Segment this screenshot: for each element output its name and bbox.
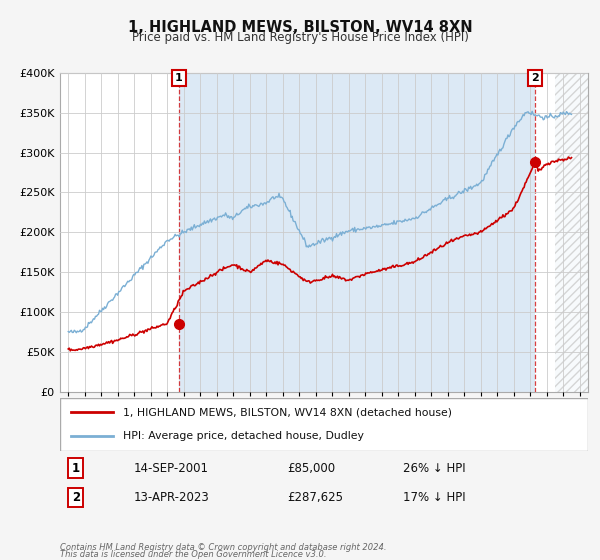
Text: HPI: Average price, detached house, Dudley: HPI: Average price, detached house, Dudl… xyxy=(124,431,364,441)
Text: 13-APR-2023: 13-APR-2023 xyxy=(134,491,209,504)
Text: 17% ↓ HPI: 17% ↓ HPI xyxy=(403,491,466,504)
Text: £287,625: £287,625 xyxy=(287,491,343,504)
Text: £85,000: £85,000 xyxy=(287,461,335,475)
FancyBboxPatch shape xyxy=(60,398,588,451)
Text: 2: 2 xyxy=(72,491,80,504)
Text: 14-SEP-2001: 14-SEP-2001 xyxy=(134,461,209,475)
Text: 1, HIGHLAND MEWS, BILSTON, WV14 8XN (detached house): 1, HIGHLAND MEWS, BILSTON, WV14 8XN (det… xyxy=(124,408,452,418)
Text: 1, HIGHLAND MEWS, BILSTON, WV14 8XN: 1, HIGHLAND MEWS, BILSTON, WV14 8XN xyxy=(128,20,472,35)
Text: 2: 2 xyxy=(531,73,539,83)
Text: This data is licensed under the Open Government Licence v3.0.: This data is licensed under the Open Gov… xyxy=(60,550,326,559)
Text: Contains HM Land Registry data © Crown copyright and database right 2024.: Contains HM Land Registry data © Crown c… xyxy=(60,543,386,552)
Text: Price paid vs. HM Land Registry's House Price Index (HPI): Price paid vs. HM Land Registry's House … xyxy=(131,31,469,44)
Text: 1: 1 xyxy=(175,73,183,83)
Bar xyxy=(179,73,535,392)
Text: 1: 1 xyxy=(72,461,80,475)
Text: 26% ↓ HPI: 26% ↓ HPI xyxy=(403,461,466,475)
